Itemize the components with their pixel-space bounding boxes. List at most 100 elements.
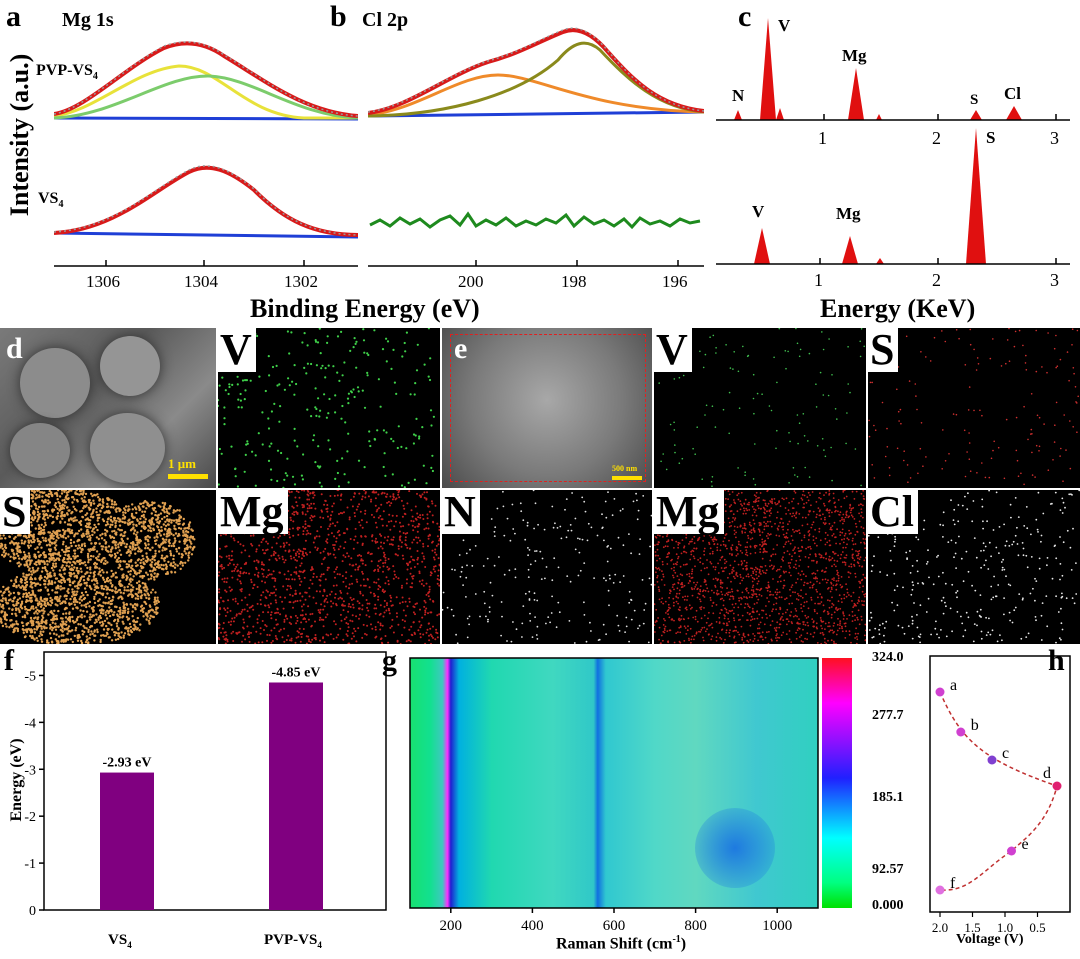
bar-ytick-label: -4 [24,716,36,731]
eds-top-label-mg: Mg [842,46,867,65]
eds-bottom-label-mg: Mg [836,204,861,223]
panel-g-letter: g [382,644,397,677]
eds-top-label-cl: Cl [1004,84,1021,103]
map-e-n-label: N [442,490,480,534]
eds-xlabel: Energy (KeV) [820,294,976,323]
voltage-point-label: a [950,677,957,694]
bar-category-pvp-vs4: PVP-VS4 [264,932,322,950]
raman-xtick-label: 1000 [762,918,792,934]
eds-spectra [716,18,1070,265]
panel-a-letter: a [6,0,21,33]
eds-top-peak-cl [1006,106,1022,120]
pvp-vs4-label: PVP-VS4 [36,62,98,83]
panel-a-title: Mg 1s [62,9,114,31]
voltage-xtick-label: 1.5 [964,920,980,935]
panel-a-xticks [105,260,305,266]
voltage-trend-line [939,691,1058,891]
map-e-s-label: S [868,328,899,372]
eds-top-label-v: V [778,16,791,35]
sem-image-d: d 1 μm [0,328,216,488]
raman-xtick-label: 600 [603,918,626,934]
energy-bar [269,682,323,910]
map-e-s-dots [868,328,1079,486]
cl2p-spectra [368,27,704,267]
panel-b-xtick-196: 196 [662,272,688,291]
map-d-mg-dots [218,490,440,644]
cl2p-peak-olive [368,41,704,118]
map-e-v: V [654,328,866,488]
mg1s-peak-green [54,74,358,120]
raman-xtick-label: 200 [440,918,463,934]
voltage-point-f [935,885,945,895]
map-d-s-label: S [0,490,31,534]
panel-b-letter: b [330,0,347,33]
sem-image-e: e 500 nm [442,328,652,488]
map-d-v-label: V [218,328,256,372]
bar-ytick-label: -1 [24,857,36,872]
map-d-mg-label: Mg [218,490,288,534]
raman-axes: 200 400 600 800 1000 [409,657,819,934]
panel-e-scalebar: 500 nm [612,464,638,473]
eds-bottom-peak-v [754,228,770,264]
cl2p-peak-orange [368,73,704,117]
energy-bar [100,772,154,910]
panel-a-xtick-1304: 1304 [184,272,218,291]
bar-value-label: -4.85 eV [272,665,321,680]
eds-bottom-label-s: S [986,128,996,147]
bar-value-label: -2.93 eV [103,756,152,771]
panel-b-xtick-200: 200 [458,272,484,291]
panel-d-scalebar: 1 μm [168,456,196,471]
eds-top-xtick-1: 1 [818,128,827,148]
panel-h-letter: h [1048,644,1065,677]
eds-top-peak-n [734,110,742,120]
eds-bottom-xtick-3: 3 [1050,270,1059,290]
map-d-s: S [0,490,216,644]
eds-bottom-peak-mg [842,236,858,264]
voltage-xtick-label: 1.0 [997,920,1013,935]
bar-ytick-label: 0 [29,904,36,919]
panel-a-xtick-1302: 1302 [284,272,318,291]
mg1s-peak-yellow [54,64,358,120]
eds-top-peak-v [760,18,776,120]
cl2p-background [368,110,704,118]
eds-top-xtick-2: 2 [932,128,941,148]
raman-colorbar [822,658,852,908]
colorbar-tick-92: 92.57 [872,862,904,877]
map-d-v: V [218,328,440,488]
bar-ytick-label: -2 [24,810,36,825]
colorbar-tick-185: 185.1 [872,790,904,805]
cl2p-fit-red [368,28,704,115]
mg1s-vs4-raw-grey [54,165,358,236]
map-e-cl-dots [868,490,1080,644]
voltage-point-b [956,727,966,737]
mg1s-vs4-fit-red [54,165,358,237]
voltage-xlabel: Voltage (V) [956,932,1024,947]
colorbar-tick-324: 324.0 [872,650,904,665]
voltage-chart: 2.0 1.5 1.0 0.5 a b c d e f [929,655,1071,935]
voltage-point-a [935,687,945,697]
colorbar-tick-277: 277.7 [872,708,904,723]
eds-bottom-peak-s [966,128,986,264]
voltage-point-e [1007,846,1016,856]
voltage-point-label: b [971,717,979,734]
voltage-xtick-label: 2.0 [932,920,948,935]
map-e-s: S [868,328,1080,488]
eds-top-xtick-3: 3 [1050,128,1059,148]
panel-a-ylabel: Intensity (a.u.) [5,53,34,217]
raman-xlabel: Raman Shift (cm-1) [556,934,687,953]
map-e-mg: Mg [654,490,866,644]
panel-f-letter: f [4,644,14,677]
map-e-v-label: V [654,328,692,372]
mg1s-spectra [54,41,358,267]
voltage-point-label: e [1022,836,1029,853]
eds-top-label-n: N [732,86,745,105]
raman-xtick-label: 800 [684,918,707,934]
xps-xlabel: Binding Energy (eV) [250,294,480,323]
panel-d-letter: d [6,332,23,365]
mg1s-raw-grey [54,41,358,117]
voltage-point-label: f [950,875,956,892]
bar-ytick-label: -3 [24,763,36,778]
mg1s-vs4-background [54,231,358,239]
bar-ytick-label: -5 [24,669,36,684]
voltage-xtick-label: 0.5 [1029,920,1045,935]
